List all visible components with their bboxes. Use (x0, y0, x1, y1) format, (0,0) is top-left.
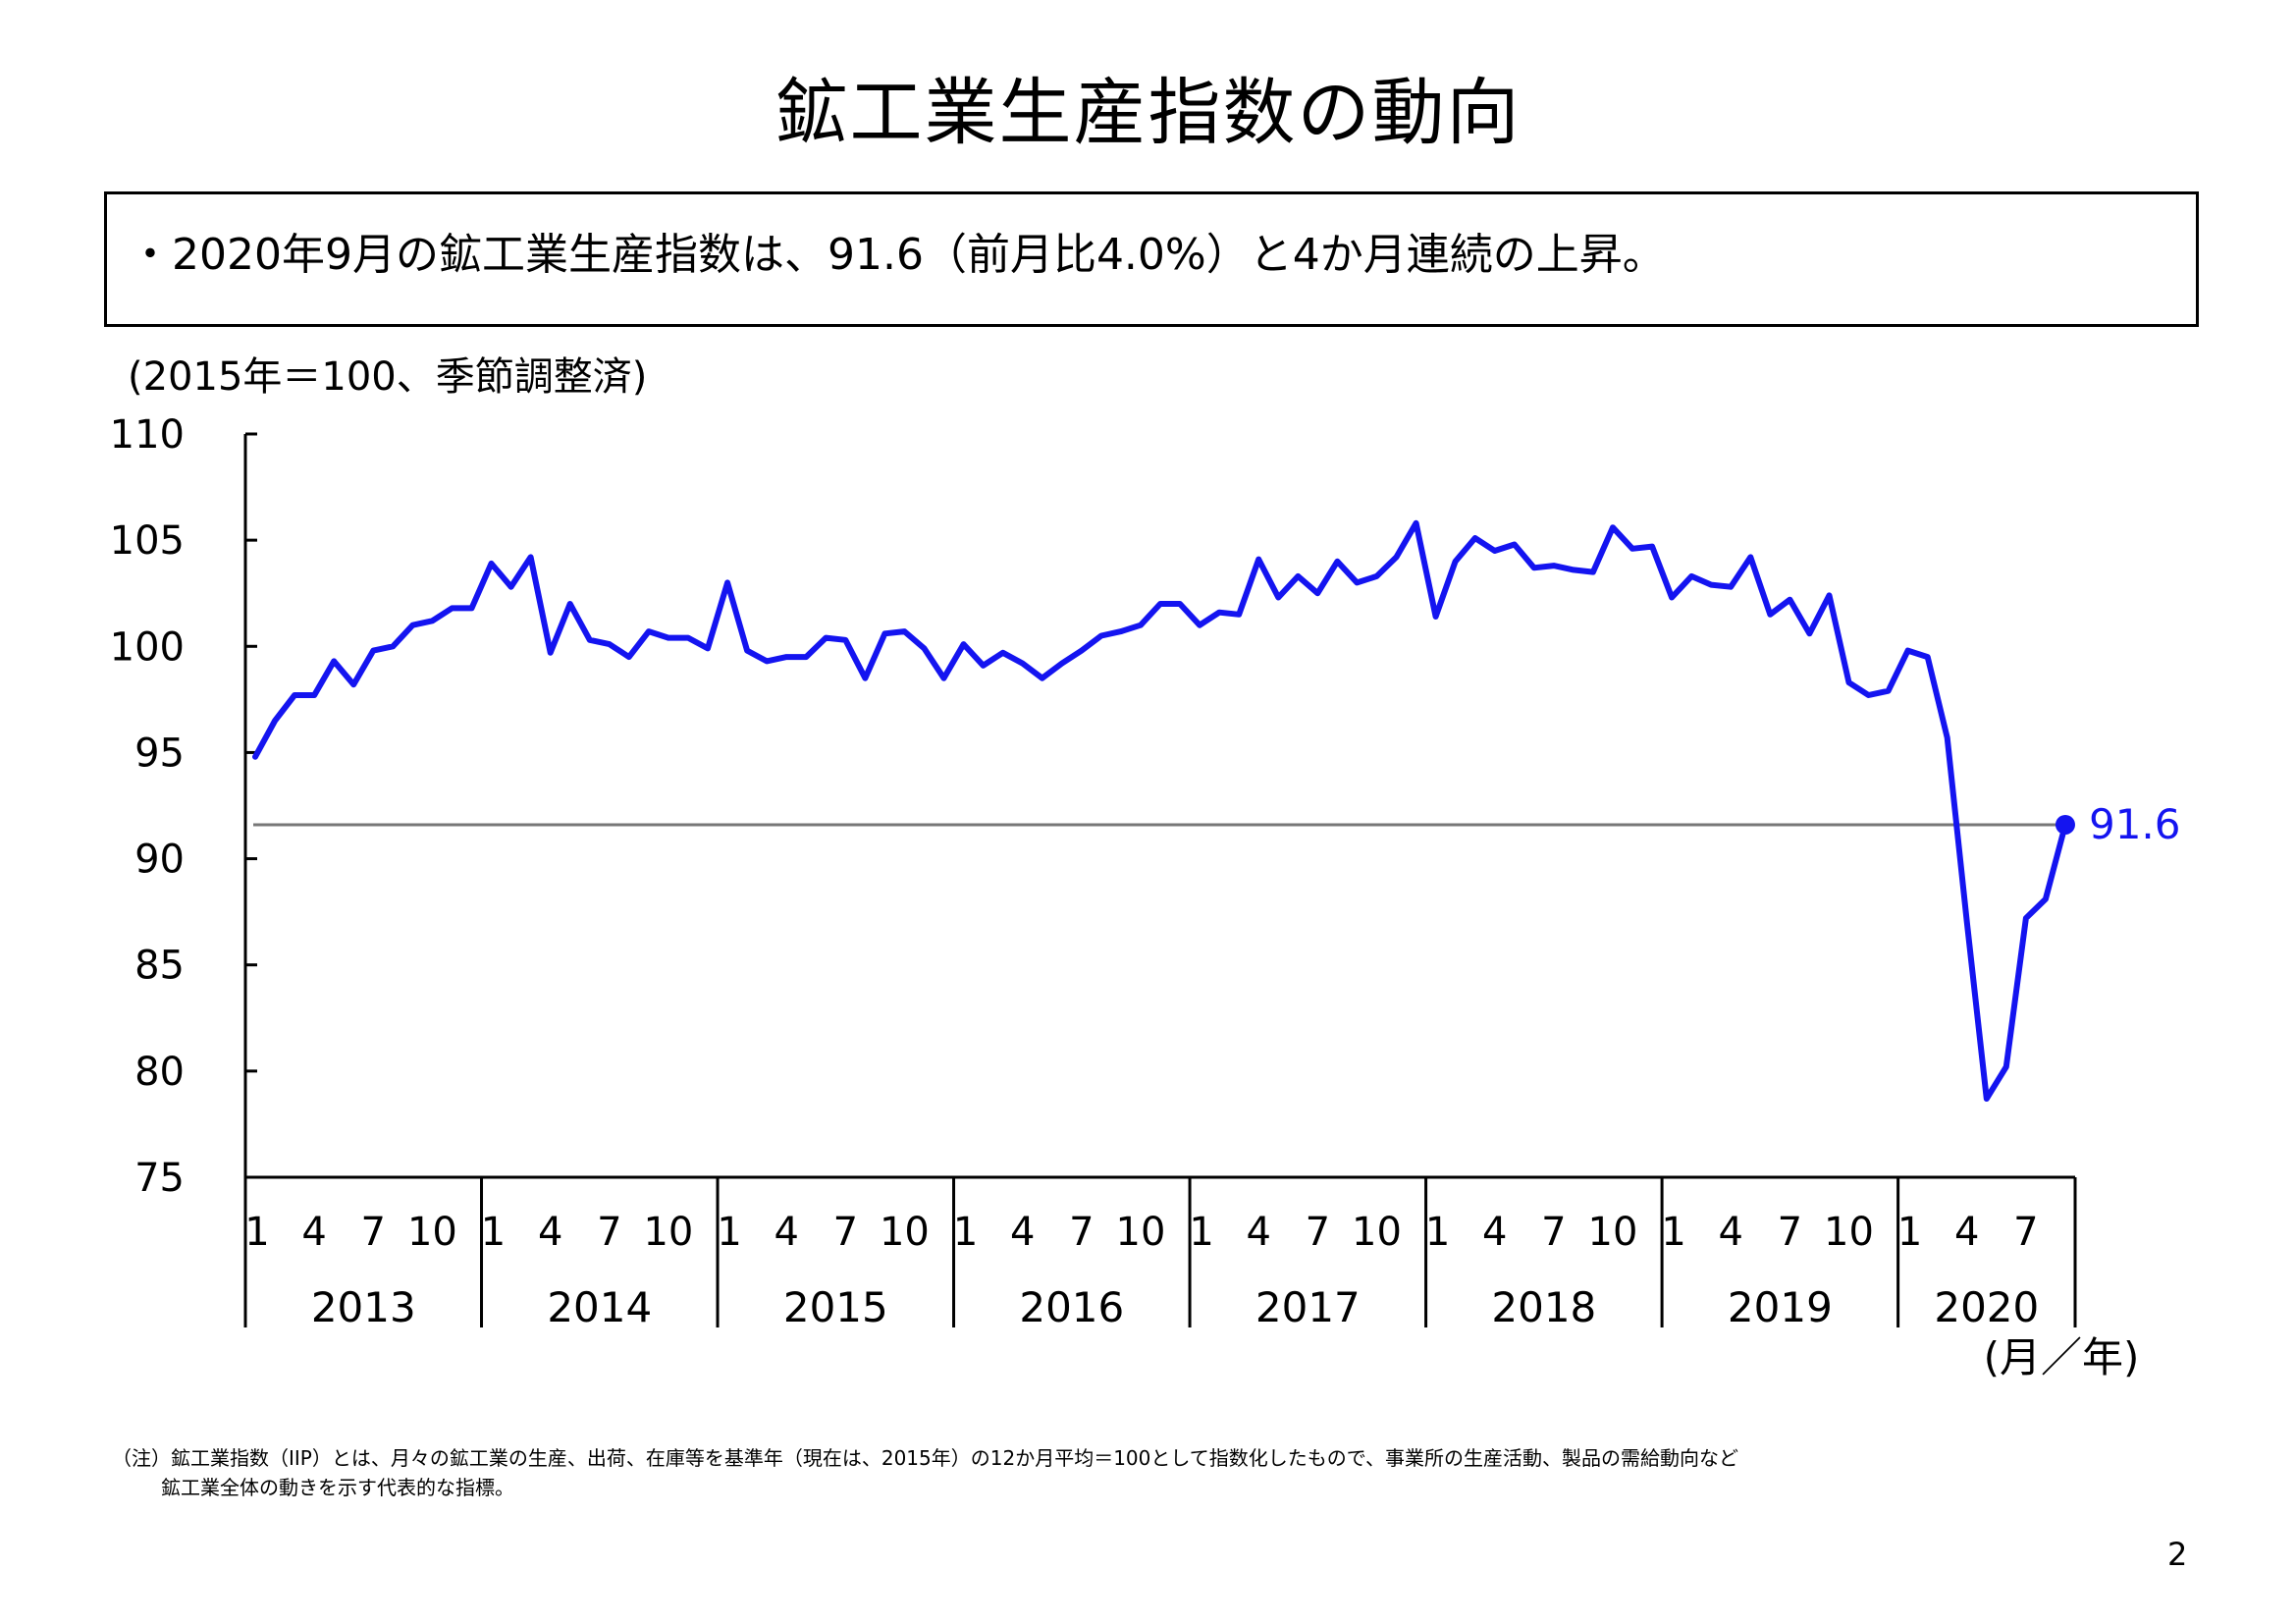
y-tick-label: 80 (134, 1050, 185, 1095)
series-line (252, 519, 2068, 1102)
x-month-label: 7 (361, 1210, 386, 1255)
x-month-label: 1 (1897, 1210, 1922, 1255)
x-month-label: 10 (1824, 1210, 1874, 1255)
x-month-label: 4 (1010, 1210, 1035, 1255)
x-month-label: 7 (2013, 1210, 2038, 1255)
y-tick-label: 75 (134, 1156, 185, 1201)
summary-text: ・2020年9月の鉱工業生産指数は、91.6（前月比4.0%）と4か月連続の上昇… (129, 230, 1666, 280)
x-month-label: 1 (1425, 1210, 1450, 1255)
y-tick-label: 110 (110, 412, 185, 458)
footnote-line-1: （注）鉱工業指数（IIP）とは、月々の鉱工業の生産、出荷、在庫等を基準年（現在は… (112, 1446, 1738, 1470)
x-month-label: 10 (1116, 1210, 1166, 1255)
x-month-label: 1 (481, 1210, 506, 1255)
x-year-label: 2014 (547, 1283, 652, 1331)
x-axis-unit-label: (月／年) (1984, 1333, 2140, 1381)
x-year-label: 2017 (1255, 1283, 1361, 1331)
x-month-label: 7 (1541, 1210, 1566, 1255)
x-month-label: 10 (407, 1210, 457, 1255)
x-month-label: 1 (953, 1210, 978, 1255)
x-month-label: 4 (538, 1210, 562, 1255)
x-month-label: 7 (1069, 1210, 1094, 1255)
x-month-label: 4 (1246, 1210, 1270, 1255)
footnote: （注）鉱工業指数（IIP）とは、月々の鉱工業の生産、出荷、在庫等を基準年（現在は… (112, 1443, 1738, 1502)
x-year-label: 2020 (1934, 1283, 2039, 1331)
x-month-label: 10 (880, 1210, 930, 1255)
page-number: 2 (2167, 1536, 2188, 1573)
last-value-label: 91.6 (2089, 800, 2181, 848)
x-month-label: 4 (1719, 1210, 1743, 1255)
x-month-label: 10 (643, 1210, 693, 1255)
summary-box: ・2020年9月の鉱工業生産指数は、91.6（前月比4.0%）と4か月連続の上昇… (104, 191, 2199, 327)
x-month-label: 4 (301, 1210, 326, 1255)
x-month-label: 1 (1189, 1210, 1213, 1255)
footnote-line-2: 鉱工業全体の動きを示す代表的な指標。 (161, 1476, 514, 1499)
x-month-label: 1 (1661, 1210, 1685, 1255)
x-month-label: 7 (1306, 1210, 1330, 1255)
x-month-label: 7 (1778, 1210, 1802, 1255)
x-year-label: 2015 (783, 1283, 888, 1331)
x-month-label: 1 (717, 1210, 741, 1255)
x-month-label: 4 (1954, 1210, 1979, 1255)
x-month-label: 4 (1482, 1210, 1507, 1255)
y-tick-label: 100 (110, 624, 185, 670)
y-tick-label: 85 (134, 944, 185, 989)
x-month-label: 7 (597, 1210, 621, 1255)
x-month-label: 10 (1588, 1210, 1638, 1255)
x-month-label: 7 (833, 1210, 858, 1255)
last-point-marker (2055, 814, 2075, 835)
y-tick-label: 90 (134, 838, 185, 883)
x-month-label: 10 (1352, 1210, 1402, 1255)
y-tick-label: 95 (134, 731, 185, 776)
x-year-label: 2019 (1728, 1283, 1833, 1331)
x-month-label: 4 (774, 1210, 798, 1255)
x-year-label: 2016 (1019, 1283, 1124, 1331)
y-tick-label: 105 (110, 518, 185, 564)
unit-label: (2015年＝100、季節調整済) (128, 354, 647, 400)
x-year-label: 2018 (1491, 1283, 1596, 1331)
page-title: 鉱工業生産指数の動向 (774, 71, 1522, 155)
x-year-label: 2013 (311, 1283, 416, 1331)
x-month-label: 1 (244, 1210, 269, 1255)
